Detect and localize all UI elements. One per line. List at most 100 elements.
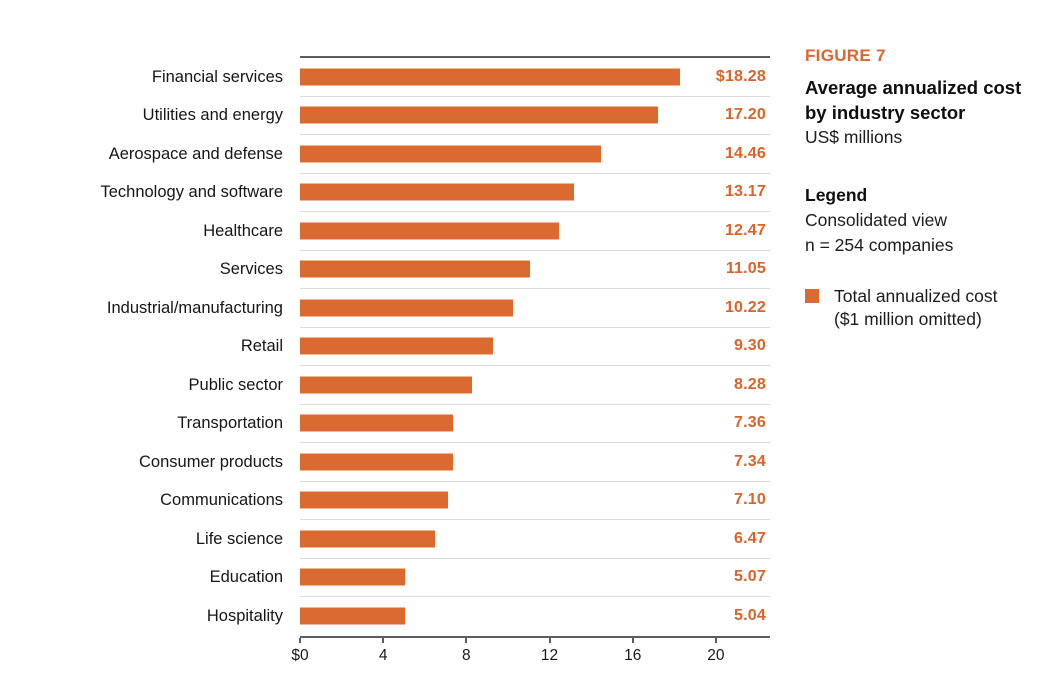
figure-title-line1: Average annualized cost (805, 77, 1022, 98)
category-label: Technology and software (100, 183, 283, 202)
bar (300, 222, 560, 240)
category-label: Financial services (151, 67, 283, 86)
category-label: Hospitality (206, 606, 283, 625)
category-label: Services (219, 260, 283, 279)
category-label: Education (209, 568, 283, 587)
axis-tick-label: $0 (291, 646, 309, 664)
axis-tick (631, 637, 634, 643)
axis-tick (714, 637, 717, 643)
bar-chart: Financial services $18.28 Utilities and en… (0, 56, 770, 664)
chart-row: Education 5.07 (0, 559, 770, 597)
bar (300, 337, 494, 355)
plot-cell: 14.46 (300, 135, 770, 174)
bar (300, 453, 453, 471)
bar (300, 183, 574, 201)
value-label: 12.47 (724, 221, 766, 239)
plot-cell: 9.30 (300, 328, 770, 366)
value-label: 7.34 (734, 452, 766, 470)
figure-title-line2: by industry sector (805, 102, 966, 123)
legend-item-label-line1: Total annualized cost (834, 286, 998, 306)
value-label: 13.17 (724, 183, 766, 201)
bar (300, 376, 473, 394)
category-label: Public sector (188, 375, 283, 394)
value-label: 5.07 (734, 568, 766, 586)
axis-tick-label: 4 (378, 646, 388, 664)
axis-tick (299, 637, 301, 643)
bar (300, 607, 405, 625)
category-label: Consumer products (139, 452, 283, 471)
legend-note-view: Consolidated view (805, 210, 948, 230)
legend-note-sample: n = 254 companies (805, 235, 954, 255)
plot-cell: 5.07 (300, 559, 770, 597)
category-label: Healthcare (203, 221, 283, 240)
bar (300, 145, 601, 163)
plot-cell: 11.05 (300, 251, 770, 289)
chart-row: Technology and software 13.17 (0, 174, 770, 212)
chart-row: Life science 6.47 (0, 520, 770, 559)
legend-item-label-line2: ($1 million omitted) (834, 309, 982, 329)
chart-row: Services 11.05 (0, 251, 770, 289)
axis-tick-label: 16 (624, 646, 642, 664)
bar (300, 106, 658, 124)
value-label: 10.22 (724, 298, 766, 316)
plot-cell: 7.36 (300, 405, 770, 443)
chart-row: Public sector 8.28 (0, 366, 770, 405)
chart-row: Communications 7.10 (0, 482, 770, 520)
category-label: Transportation (177, 414, 283, 433)
axis-tick-label: 12 (540, 646, 559, 664)
plot-cell: 7.10 (300, 482, 770, 520)
value-label: 7.10 (734, 491, 766, 509)
value-label: 17.20 (724, 106, 766, 124)
chart-row: Consumer products 7.34 (0, 443, 770, 482)
bar (300, 299, 513, 317)
chart-top-border (300, 56, 770, 58)
value-label: $18.28 (715, 67, 766, 85)
chart-row: Utilities and energy 17.20 (0, 97, 770, 135)
category-label: Communications (160, 491, 283, 510)
value-label: 9.30 (734, 337, 766, 355)
axis-tick-label: 8 (462, 646, 471, 664)
legend-item-label: Total annualized cost ($1 million omitte… (834, 285, 997, 331)
plot-cell: 13.17 (300, 174, 770, 212)
category-label: Retail (240, 337, 283, 356)
figure-subtitle: US$ millions (805, 127, 903, 147)
x-axis: $0 4 8 12 16 20 (291, 635, 770, 664)
legend-swatch-icon (805, 289, 819, 303)
value-label: 7.36 (734, 414, 766, 432)
legend-heading: Legend (805, 185, 868, 205)
plot-cell: $18.28 (300, 58, 770, 97)
chart-row: Retail 9.30 (0, 328, 770, 366)
plot-cell: 6.47 (300, 520, 770, 559)
value-label: 6.47 (734, 529, 766, 547)
chart-rows: Financial services $18.28 Utilities and en… (0, 58, 770, 636)
plot-cell: 17.20 (300, 97, 770, 135)
figure-kicker: FIGURE 7 (805, 46, 886, 65)
bar (300, 414, 454, 432)
value-label: 14.46 (724, 144, 766, 162)
chart-row: Healthcare 12.47 (0, 212, 770, 251)
value-label: 11.05 (725, 260, 766, 278)
plot-cell: 8.28 (300, 366, 770, 405)
axis-tick (548, 637, 551, 643)
bar (300, 491, 448, 509)
plot-cell: 10.22 (300, 289, 770, 328)
chart-row: Financial services $18.28 (0, 58, 770, 97)
category-label: Aerospace and defense (108, 144, 283, 163)
bar (300, 260, 530, 278)
plot-cell: 5.04 (300, 597, 770, 636)
bar (300, 530, 435, 548)
category-label: Life science (195, 529, 283, 548)
axis-tick-label: 20 (707, 646, 725, 664)
bar (300, 568, 406, 586)
plot-cell: 7.34 (300, 443, 770, 482)
category-label: Utilities and energy (142, 106, 283, 125)
plot-cell: 12.47 (300, 212, 770, 251)
bar (300, 68, 681, 86)
legend-item: Total annualized cost ($1 million omitte… (805, 285, 1055, 331)
axis-tick (465, 637, 468, 643)
value-label: 5.04 (734, 607, 766, 625)
figure-caption-panel: FIGURE 7 Average annualized cost by indu… (805, 46, 1055, 331)
chart-row: Aerospace and defense 14.46 (0, 135, 770, 174)
chart-row: Hospitality 5.04 (0, 597, 770, 636)
